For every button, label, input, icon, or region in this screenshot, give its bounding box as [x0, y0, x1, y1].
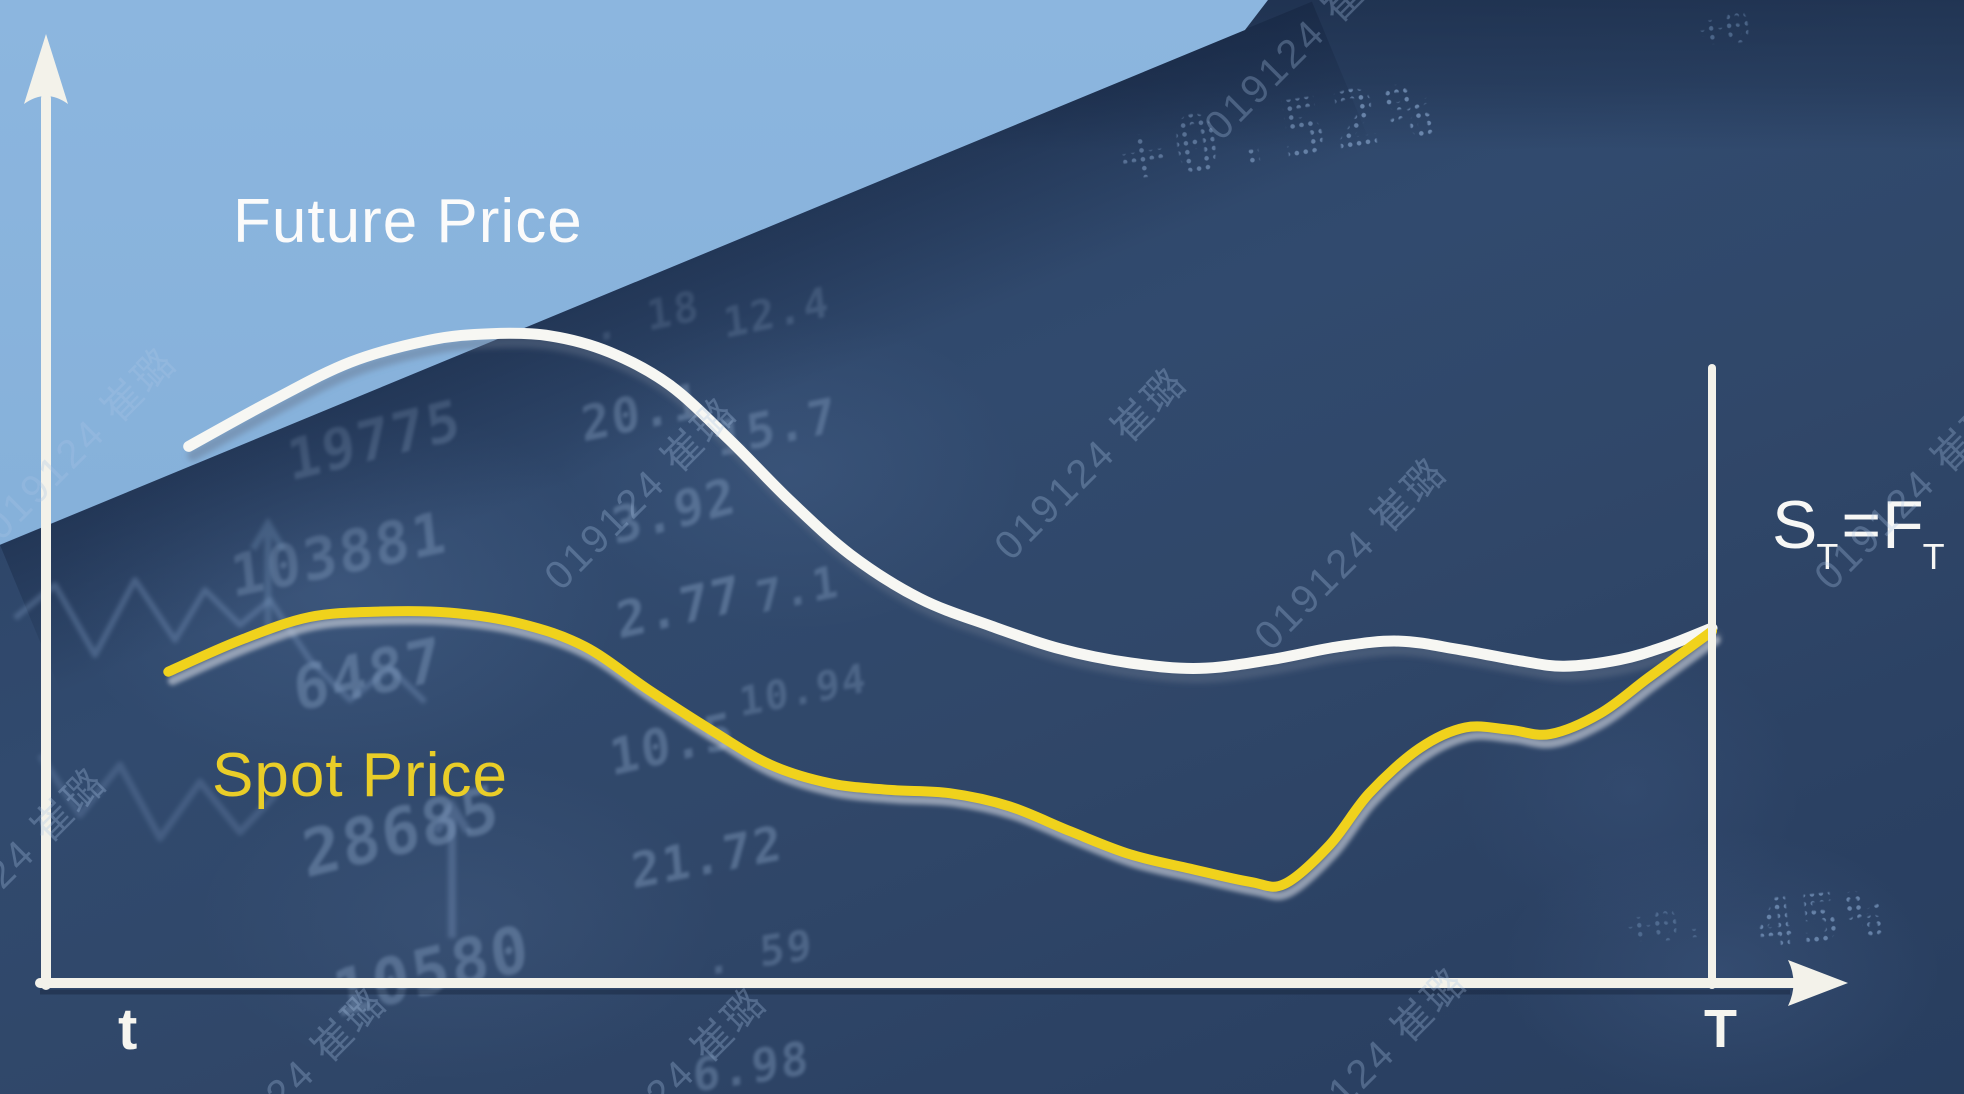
formula-equals: =: [1841, 487, 1883, 563]
background-up-arrow-icon: [432, 798, 472, 938]
spot-price-label: Spot Price: [212, 741, 509, 810]
background-zigzag-line: [37, 753, 278, 842]
future-curve-shadow: [187, 336, 1722, 683]
background-up-arrow-icon: [249, 517, 287, 636]
background-zigzag-line: [13, 577, 428, 705]
spot-curve-shadow: [167, 615, 1721, 901]
formula-f: F: [1882, 487, 1925, 563]
formula-f-sub: T: [1922, 535, 1946, 577]
future-price-curve: [183, 327, 1718, 674]
x-axis-start-label: t: [118, 997, 138, 1062]
formula-s: S: [1772, 487, 1819, 563]
formula-s-sub: T: [1816, 535, 1840, 577]
future-price-label: Future Price: [233, 187, 583, 256]
y-axis-arrowhead-icon: [24, 34, 68, 104]
x-axis-end-label: T: [1704, 999, 1737, 1059]
x-axis-arrowhead-icon: [1788, 960, 1848, 1006]
spot-price-curve: [163, 606, 1717, 892]
convergence-formula: ST=FT: [1772, 486, 1948, 577]
